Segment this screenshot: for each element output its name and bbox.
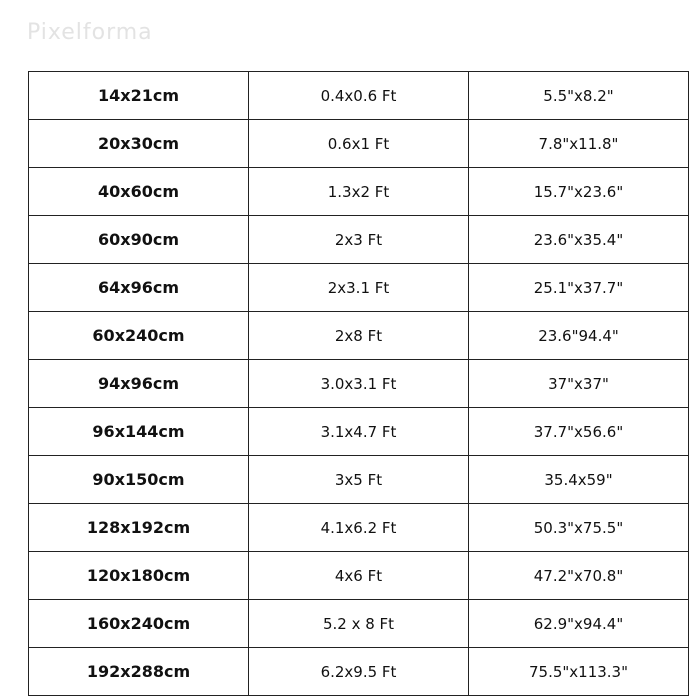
table-cell: 4x6 Ft [248,551,469,600]
table-cell: 35.4x59" [468,455,689,504]
watermark: Pixelforma [27,20,153,45]
table-cell: 23.6"94.4" [468,311,689,360]
table-cell: 7.8"x11.8" [468,119,689,168]
table-cell: 60x240cm [28,311,249,360]
table-body: 14x21cm 0.4x0.6 Ft 5.5"x8.2" 20x30cm 0.6x1 F… [28,71,689,696]
table-cell: 1.3x2 Ft [248,167,469,216]
table-cell: 20x30cm [28,119,249,168]
table-cell: 14x21cm [28,71,249,120]
table-row: 160x240cm 5.2 x 8 Ft 62.9"x94.4" [28,599,689,648]
table-row: 96x144cm 3.1x4.7 Ft 37.7"x56.6" [28,407,689,456]
table-cell: 60x90cm [28,215,249,264]
table-cell: 2x8 Ft [248,311,469,360]
table-row: 64x96cm 2x3.1 Ft 25.1"x37.7" [28,263,689,312]
table-row: 20x30cm 0.6x1 Ft 7.8"x11.8" [28,119,689,168]
table-cell: 128x192cm [28,503,249,552]
table-row: 120x180cm 4x6 Ft 47.2"x70.8" [28,551,689,600]
table-cell: 37"x37" [468,359,689,408]
table-cell: 6.2x9.5 Ft [248,647,469,696]
table-row: 192x288cm 6.2x9.5 Ft 75.5"x113.3" [28,647,689,696]
table-row: 128x192cm 4.1x6.2 Ft 50.3"x75.5" [28,503,689,552]
table-cell: 96x144cm [28,407,249,456]
table-cell: 120x180cm [28,551,249,600]
table-cell: 2x3 Ft [248,215,469,264]
table-cell: 23.6"x35.4" [468,215,689,264]
table-cell: 192x288cm [28,647,249,696]
table-row: 40x60cm 1.3x2 Ft 15.7"x23.6" [28,167,689,216]
table-cell: 0.4x0.6 Ft [248,71,469,120]
table-cell: 3.1x4.7 Ft [248,407,469,456]
table-row: 94x96cm 3.0x3.1 Ft 37"x37" [28,359,689,408]
table-cell: 3.0x3.1 Ft [248,359,469,408]
table-row: 90x150cm 3x5 Ft 35.4x59" [28,455,689,504]
table-cell: 47.2"x70.8" [468,551,689,600]
table-cell: 50.3"x75.5" [468,503,689,552]
table-row: 14x21cm 0.4x0.6 Ft 5.5"x8.2" [28,71,689,120]
table-cell: 0.6x1 Ft [248,119,469,168]
table-cell: 90x150cm [28,455,249,504]
table-cell: 40x60cm [28,167,249,216]
table-cell: 64x96cm [28,263,249,312]
size-table: 14x21cm 0.4x0.6 Ft 5.5"x8.2" 20x30cm 0.6x1 F… [28,71,689,696]
table-cell: 4.1x6.2 Ft [248,503,469,552]
table-cell: 75.5"x113.3" [468,647,689,696]
table-cell: 3x5 Ft [248,455,469,504]
table-cell: 2x3.1 Ft [248,263,469,312]
table-row: 60x240cm 2x8 Ft 23.6"94.4" [28,311,689,360]
table-cell: 62.9"x94.4" [468,599,689,648]
table-cell: 37.7"x56.6" [468,407,689,456]
table-cell: 5.5"x8.2" [468,71,689,120]
table-cell: 160x240cm [28,599,249,648]
table-cell: 94x96cm [28,359,249,408]
table-cell: 5.2 x 8 Ft [248,599,469,648]
table-cell: 15.7"x23.6" [468,167,689,216]
table-row: 60x90cm 2x3 Ft 23.6"x35.4" [28,215,689,264]
table-cell: 25.1"x37.7" [468,263,689,312]
